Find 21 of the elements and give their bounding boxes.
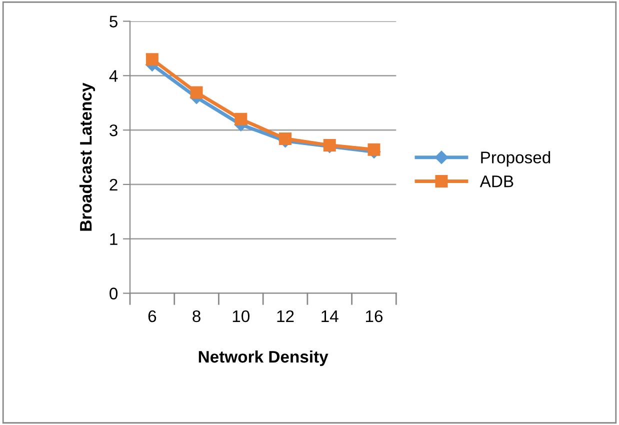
- legend-label: ADB: [480, 176, 514, 188]
- y-tick-label: 1: [110, 233, 118, 245]
- point: [234, 112, 248, 126]
- y-tick-label: 3: [110, 124, 118, 136]
- x-tick-label: 8: [192, 310, 200, 322]
- point: [190, 86, 203, 99]
- y-axis-title: Broadcast Latency: [79, 82, 96, 231]
- legend-label: Proposed: [481, 151, 550, 167]
- x-tick-label: 16: [366, 310, 383, 322]
- x-tick-label: 12: [277, 310, 294, 322]
- point: [368, 143, 380, 156]
- point: [146, 53, 158, 66]
- y-tick-label: 2: [110, 178, 118, 190]
- x-tick-label: 10: [232, 310, 250, 322]
- x-tick-label: 6: [148, 310, 156, 322]
- x-tick-label: 14: [322, 310, 338, 322]
- y-tick-label: 0: [110, 288, 118, 300]
- y-tick-label: 4: [109, 70, 118, 82]
- y-tick-label: 5: [110, 16, 118, 28]
- point: [279, 132, 292, 146]
- x-axis-title: Network Density: [198, 350, 328, 366]
